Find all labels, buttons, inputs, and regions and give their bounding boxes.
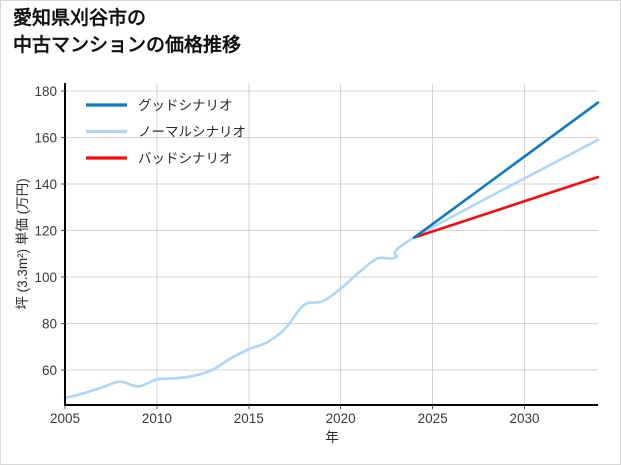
y-axis-title: 坪 (3.3m²) 単価 (万円) bbox=[15, 178, 30, 309]
x-axis-title: 年 bbox=[325, 430, 339, 445]
series-line-1 bbox=[63, 138, 600, 400]
y-tick-label: 100 bbox=[34, 270, 57, 285]
series-line-0 bbox=[412, 101, 600, 239]
y-tick-label: 60 bbox=[42, 363, 57, 378]
y-tick-label: 80 bbox=[42, 317, 57, 332]
x-tick-label: 2015 bbox=[234, 411, 264, 426]
x-axis-ticks: 2005 2010 2015 2020 2025 2030 bbox=[50, 405, 540, 426]
series-group bbox=[63, 101, 600, 400]
axis-spines bbox=[63, 83, 598, 407]
y-axis-ticks: 60 80 100 120 140 160 180 bbox=[34, 84, 65, 378]
legend-label-2: バッドシナリオ bbox=[138, 151, 233, 166]
y-tick-label: 120 bbox=[34, 224, 57, 239]
x-tick-label: 2005 bbox=[50, 411, 80, 426]
y-tick-label: 160 bbox=[34, 131, 57, 146]
x-tick-label: 2010 bbox=[142, 411, 172, 426]
page-title: 愛知県刈谷市の 中古マンションの価格推移 bbox=[13, 8, 242, 56]
x-tick-label: 2030 bbox=[509, 411, 539, 426]
x-tick-label: 2025 bbox=[418, 411, 448, 426]
x-tick-label: 2020 bbox=[326, 411, 356, 426]
legend-label-1: ノーマルシナリオ bbox=[138, 125, 246, 140]
y-tick-label: 180 bbox=[34, 84, 57, 99]
series-line-2 bbox=[412, 175, 600, 239]
legend-label-0: グッドシナリオ bbox=[138, 98, 233, 113]
y-tick-label: 140 bbox=[34, 177, 57, 192]
